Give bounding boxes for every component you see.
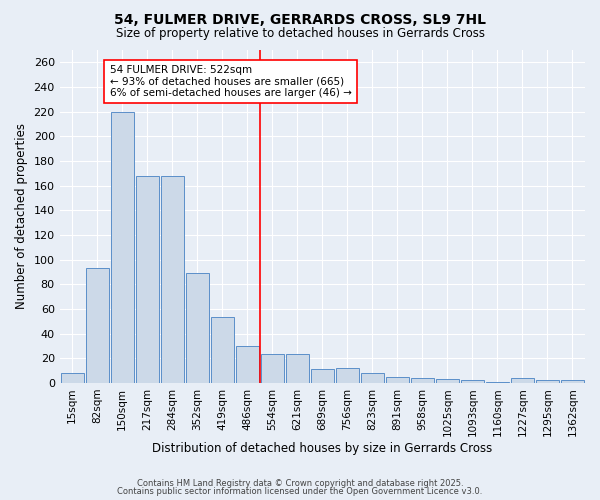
Bar	[311, 370, 334, 383]
Bar	[186, 273, 209, 383]
X-axis label: Distribution of detached houses by size in Gerrards Cross: Distribution of detached houses by size …	[152, 442, 493, 455]
Bar	[161, 176, 184, 383]
Bar	[261, 354, 284, 383]
Bar	[411, 378, 434, 383]
Bar	[536, 380, 559, 383]
Bar	[286, 354, 309, 383]
Bar	[86, 268, 109, 383]
Bar	[561, 380, 584, 383]
Bar	[511, 378, 534, 383]
Bar	[110, 112, 134, 383]
Bar	[211, 318, 234, 383]
Bar	[61, 373, 83, 383]
Text: Size of property relative to detached houses in Gerrards Cross: Size of property relative to detached ho…	[115, 28, 485, 40]
Bar	[336, 368, 359, 383]
Bar	[236, 346, 259, 383]
Text: 54 FULMER DRIVE: 522sqm
← 93% of detached houses are smaller (665)
6% of semi-de: 54 FULMER DRIVE: 522sqm ← 93% of detache…	[110, 65, 352, 98]
Text: Contains public sector information licensed under the Open Government Licence v3: Contains public sector information licen…	[118, 487, 482, 496]
Bar	[486, 382, 509, 383]
Bar	[386, 376, 409, 383]
Bar	[436, 379, 459, 383]
Text: Contains HM Land Registry data © Crown copyright and database right 2025.: Contains HM Land Registry data © Crown c…	[137, 478, 463, 488]
Bar	[461, 380, 484, 383]
Text: 54, FULMER DRIVE, GERRARDS CROSS, SL9 7HL: 54, FULMER DRIVE, GERRARDS CROSS, SL9 7H…	[114, 12, 486, 26]
Y-axis label: Number of detached properties: Number of detached properties	[15, 124, 28, 310]
Bar	[136, 176, 159, 383]
Bar	[361, 373, 384, 383]
